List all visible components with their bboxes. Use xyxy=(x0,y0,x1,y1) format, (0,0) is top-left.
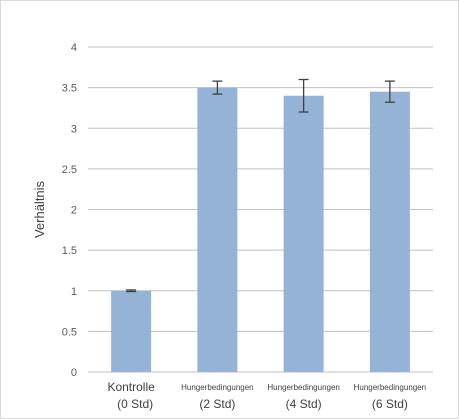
bar xyxy=(111,290,152,372)
x-category-label: Kontrolle xyxy=(107,380,155,394)
y-tick-label: 1 xyxy=(71,286,77,298)
y-tick-label: 0 xyxy=(71,367,77,379)
bar xyxy=(197,87,238,372)
y-tick-label: 2.5 xyxy=(62,164,77,176)
bars xyxy=(111,87,410,372)
x-category-sublabel: (0 Std) xyxy=(117,397,153,411)
bar xyxy=(369,91,410,372)
y-tick-label: 2 xyxy=(71,205,77,217)
y-tick-label: 1.5 xyxy=(62,245,77,257)
x-category-label: Hungerbedingungen xyxy=(267,383,340,392)
y-tick-label: 3 xyxy=(71,123,77,135)
x-category-sublabel: (4 Std) xyxy=(286,397,322,411)
x-category-label: Hungerbedingungen xyxy=(181,383,254,392)
y-tick-labels: 0 0.5 1 1.5 2 2.5 3 3.5 4 xyxy=(62,42,77,379)
x-category-sublabel: (2 Std) xyxy=(199,397,235,411)
x-category-labels: Kontrolle (0 Std) Hungerbedingungen (2 Std)… xyxy=(107,380,426,411)
x-category-sublabel: (6 Std) xyxy=(372,397,408,411)
x-category-label: Hungerbedingungen xyxy=(354,383,427,392)
y-tick-label: 3.5 xyxy=(62,83,77,95)
y-tick-label: 0.5 xyxy=(62,326,77,338)
y-tick-label: 4 xyxy=(71,42,77,54)
bar xyxy=(283,95,324,372)
error-bars xyxy=(126,78,395,293)
y-axis-label: Verhältnis xyxy=(32,180,47,238)
